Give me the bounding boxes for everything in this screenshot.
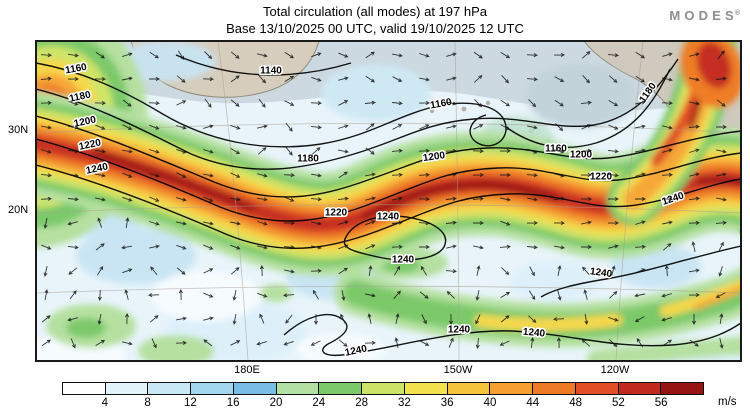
colorbar-tick-label: 4 [101, 397, 108, 408]
modes-logo: MODES® [669, 8, 740, 23]
contour-label: 1220 [590, 172, 613, 183]
contour-lines [36, 54, 741, 357]
lon-label-120w: 120W [600, 364, 630, 376]
jet-branch-northeast [607, 41, 741, 226]
wind-speed-field [36, 41, 741, 361]
colorbar-units: m/s [718, 396, 737, 408]
colorbar-segment [660, 383, 704, 394]
map-border [36, 41, 741, 361]
colorbar-tick-label: 16 [226, 397, 240, 408]
contour-1200 [36, 115, 741, 198]
colorbar-segment [617, 383, 661, 394]
colorbar-tick-label: 32 [397, 397, 411, 408]
chart-header: Total circulation (all modes) at 197 hPa… [0, 3, 750, 37]
colorbar-tick-label: 52 [611, 397, 625, 408]
lon-label-150w: 150W [443, 364, 473, 376]
chart-title: Total circulation (all modes) at 197 hPa [262, 4, 487, 19]
contour-label: 1160 [429, 97, 453, 112]
colorbar-segment [403, 383, 447, 394]
contour-1140 [175, 54, 352, 76]
contour-label: 1200 [570, 150, 593, 161]
contour-1160 [36, 62, 442, 148]
map-area: 1140 1160 1160 1160 1180 1180 1180 1200 1200 1200… [35, 40, 742, 362]
colorbar-segment [532, 383, 575, 394]
contour-1240-loop [343, 215, 447, 261]
contour-1180 [36, 58, 679, 170]
contour-1240 [36, 164, 741, 249]
modes-logo-text: MODES [669, 8, 738, 23]
contour-label: 1220 [325, 208, 348, 219]
colorbar-segment [63, 383, 105, 394]
colorbar-segment [190, 383, 233, 394]
colorbar-tick-label: 56 [654, 397, 668, 408]
contour-1240-right [540, 245, 741, 298]
lon-label-180e: 180E [234, 364, 260, 376]
contour-1220 [36, 138, 741, 222]
contour-label: 1200 [422, 150, 446, 164]
contour-label: 1240 [589, 266, 613, 280]
contour-label: 1140 [260, 66, 282, 77]
contour-label: 1180 [297, 154, 319, 165]
contour-1160-hook [440, 102, 507, 147]
colorbar-tick-label: 48 [569, 397, 582, 408]
lat-label-30n: 30N [8, 124, 29, 136]
colorbar-segment [574, 383, 618, 394]
chart-subtitle: Base 13/10/2025 00 UTC, valid 19/10/2025… [226, 21, 524, 36]
wind-arrows [40, 50, 727, 349]
colorbar-tick-label: 12 [183, 397, 197, 408]
contour-label: 1240 [522, 327, 546, 340]
colorbar [62, 382, 704, 395]
colorbar-tick-label: 8 [144, 397, 151, 408]
contour-label: 1240 [377, 212, 400, 223]
colorbar-segment [446, 383, 490, 394]
colorbar-tick-label: 24 [312, 397, 326, 408]
colorbar-tick-label: 28 [355, 397, 368, 408]
colorbar-segment [232, 383, 276, 394]
contour-label: 1240 [392, 255, 415, 266]
colorbar-tick-label: 36 [440, 397, 454, 408]
contour-1240-south [283, 314, 741, 357]
colorbar-segment [104, 383, 148, 394]
colorbar-segment [147, 383, 191, 394]
colorbar-segment [275, 383, 319, 394]
contour-label: 1160 [545, 144, 567, 155]
colorbar-tick-label: 20 [269, 397, 283, 408]
colorbar-tick-label: 40 [483, 397, 497, 408]
colorbar-segment [489, 383, 533, 394]
colorbar-tick-label: 44 [526, 397, 540, 408]
colorbar-segment [361, 383, 404, 394]
registered-trademark-icon: ® [734, 9, 740, 17]
lat-label-20n: 20N [8, 204, 29, 216]
colorbar-wrap: m/s 4 8 12 16 20 24 28 32 36 40 44 48 52 56 [62, 382, 737, 408]
contour-1160-east [505, 68, 671, 149]
wind-arrow-glyphs [40, 50, 727, 349]
subtropical-band [334, 267, 741, 361]
contour-label: 1240 [448, 325, 471, 336]
colorbar-segment [318, 383, 362, 394]
